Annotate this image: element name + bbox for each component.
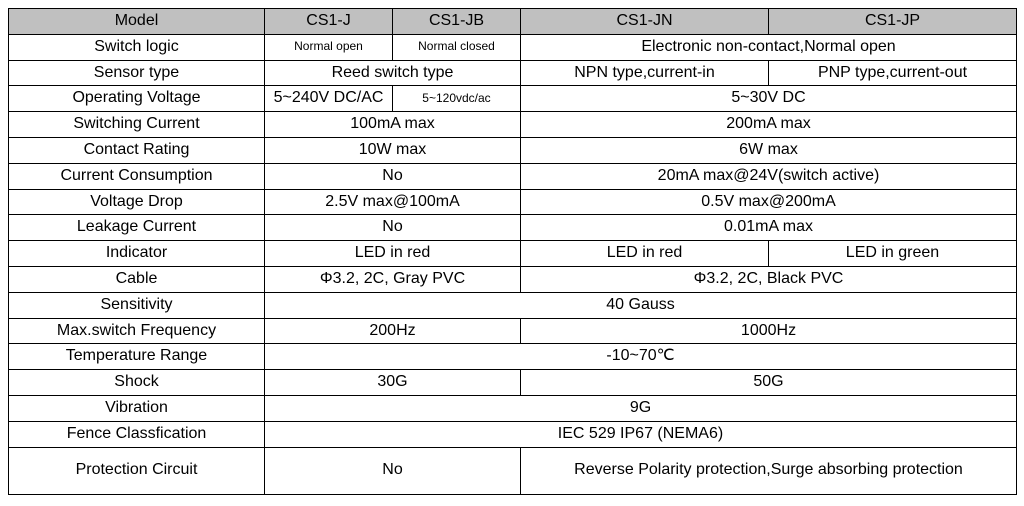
cell-switching-current-jn-jp: 200mA max <box>521 112 1017 138</box>
cell-indicator-j-jb: LED in red <box>265 241 521 267</box>
cell-indicator-jp: LED in green <box>769 241 1017 267</box>
row-max-switch-freq: Max.switch Frequency 200Hz 1000Hz <box>9 318 1017 344</box>
label-sensor-type: Sensor type <box>9 60 265 86</box>
label-sensitivity: Sensitivity <box>9 292 265 318</box>
cell-operating-voltage-jn-jp: 5~30V DC <box>521 86 1017 112</box>
spec-table: Model CS1-J CS1-JB CS1-JN CS1-JP Switch … <box>8 8 1017 495</box>
cell-voltage-drop-j-jb: 2.5V max@100mA <box>265 189 521 215</box>
cell-max-switch-freq-jn-jp: 1000Hz <box>521 318 1017 344</box>
header-cs1jn: CS1-JN <box>521 9 769 35</box>
row-sensitivity: Sensitivity 40 Gauss <box>9 292 1017 318</box>
row-indicator: Indicator LED in red LED in red LED in g… <box>9 241 1017 267</box>
row-protection-circuit: Protection Circuit No Reverse Polarity p… <box>9 447 1017 494</box>
cell-protection-circuit-j-jb: No <box>265 447 521 494</box>
header-model: Model <box>9 9 265 35</box>
row-operating-voltage: Operating Voltage 5~240V DC/AC 5~120vdc/… <box>9 86 1017 112</box>
label-leakage-current: Leakage Current <box>9 215 265 241</box>
row-vibration: Vibration 9G <box>9 395 1017 421</box>
cell-contact-rating-j-jb: 10W max <box>265 137 521 163</box>
label-indicator: Indicator <box>9 241 265 267</box>
row-shock: Shock 30G 50G <box>9 370 1017 396</box>
label-shock: Shock <box>9 370 265 396</box>
row-sensor-type: Sensor type Reed switch type NPN type,cu… <box>9 60 1017 86</box>
cell-leakage-current-jn-jp: 0.01mA max <box>521 215 1017 241</box>
cell-switching-current-j-jb: 100mA max <box>265 112 521 138</box>
label-switch-logic: Switch logic <box>9 34 265 60</box>
label-protection-circuit: Protection Circuit <box>9 447 265 494</box>
label-cable: Cable <box>9 266 265 292</box>
row-voltage-drop: Voltage Drop 2.5V max@100mA 0.5V max@200… <box>9 189 1017 215</box>
cell-current-consumption-j-jb: No <box>265 163 521 189</box>
cell-cable-jn-jp: Φ3.2, 2C, Black PVC <box>521 266 1017 292</box>
label-current-consumption: Current Consumption <box>9 163 265 189</box>
cell-switch-logic-cs1j: Normal open <box>265 34 393 60</box>
cell-current-consumption-jn-jp: 20mA max@24V(switch active) <box>521 163 1017 189</box>
cell-operating-voltage-cs1j: 5~240V DC/AC <box>265 86 393 112</box>
label-operating-voltage: Operating Voltage <box>9 86 265 112</box>
label-vibration: Vibration <box>9 395 265 421</box>
cell-sensitivity-all: 40 Gauss <box>265 292 1017 318</box>
cell-switch-logic-cs1jb: Normal closed <box>393 34 521 60</box>
row-current-consumption: Current Consumption No 20mA max@24V(swit… <box>9 163 1017 189</box>
cell-shock-jn-jp: 50G <box>521 370 1017 396</box>
label-switching-current: Switching Current <box>9 112 265 138</box>
row-cable: Cable Φ3.2, 2C, Gray PVC Φ3.2, 2C, Black… <box>9 266 1017 292</box>
cell-leakage-current-j-jb: No <box>265 215 521 241</box>
label-temperature-range: Temperature Range <box>9 344 265 370</box>
label-voltage-drop: Voltage Drop <box>9 189 265 215</box>
row-contact-rating: Contact Rating 10W max 6W max <box>9 137 1017 163</box>
cell-shock-j-jb: 30G <box>265 370 521 396</box>
cell-switch-logic-jn-jp: Electronic non-contact,Normal open <box>521 34 1017 60</box>
row-switch-logic: Switch logic Normal open Normal closed E… <box>9 34 1017 60</box>
cell-voltage-drop-jn-jp: 0.5V max@200mA <box>521 189 1017 215</box>
row-fence-classification: Fence Classfication IEC 529 IP67 (NEMA6) <box>9 421 1017 447</box>
cell-sensor-type-j-jb: Reed switch type <box>265 60 521 86</box>
row-leakage-current: Leakage Current No 0.01mA max <box>9 215 1017 241</box>
cell-vibration-all: 9G <box>265 395 1017 421</box>
cell-sensor-type-jp: PNP type,current-out <box>769 60 1017 86</box>
header-cs1j: CS1-J <box>265 9 393 35</box>
row-switching-current: Switching Current 100mA max 200mA max <box>9 112 1017 138</box>
cell-fence-classification-all: IEC 529 IP67 (NEMA6) <box>265 421 1017 447</box>
header-cs1jb: CS1-JB <box>393 9 521 35</box>
label-contact-rating: Contact Rating <box>9 137 265 163</box>
label-max-switch-freq: Max.switch Frequency <box>9 318 265 344</box>
table-header-row: Model CS1-J CS1-JB CS1-JN CS1-JP <box>9 9 1017 35</box>
cell-indicator-jn: LED in red <box>521 241 769 267</box>
cell-contact-rating-jn-jp: 6W max <box>521 137 1017 163</box>
cell-operating-voltage-cs1jb: 5~120vdc/ac <box>393 86 521 112</box>
cell-temperature-range-all: -10~70℃ <box>265 344 1017 370</box>
cell-protection-circuit-jn-jp: Reverse Polarity protection,Surge absorb… <box>521 447 1017 494</box>
cell-sensor-type-jn: NPN type,current-in <box>521 60 769 86</box>
header-cs1jp: CS1-JP <box>769 9 1017 35</box>
cell-cable-j-jb: Φ3.2, 2C, Gray PVC <box>265 266 521 292</box>
cell-max-switch-freq-j-jb: 200Hz <box>265 318 521 344</box>
label-fence-classification: Fence Classfication <box>9 421 265 447</box>
row-temperature-range: Temperature Range -10~70℃ <box>9 344 1017 370</box>
